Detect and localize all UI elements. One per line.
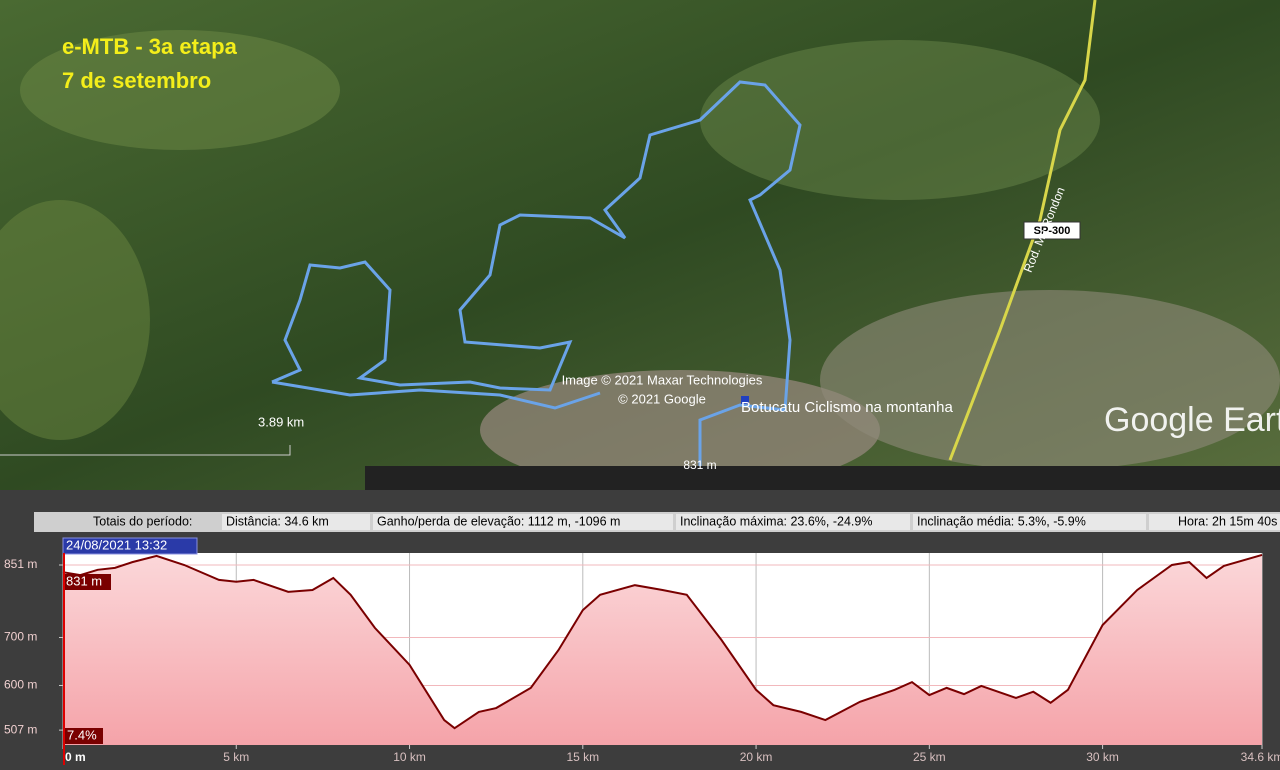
scale-bar	[0, 445, 291, 456]
elevation-line	[62, 553, 1263, 730]
cursor-slope: 7.4%	[67, 727, 97, 742]
highway	[948, 0, 1097, 461]
stat-box	[1149, 514, 1280, 530]
field	[700, 40, 1100, 200]
place-icon	[741, 396, 749, 404]
y-tick-label: 700 m	[4, 630, 37, 644]
cursor-slope-box	[63, 728, 103, 744]
map-subtitle: 7 de setembro	[62, 68, 211, 93]
stat-box	[373, 514, 673, 530]
elevation-area	[63, 554, 1262, 745]
cursor-time-box	[62, 537, 198, 555]
y-tick-label: 851 m	[4, 557, 37, 571]
route	[271, 80, 802, 470]
road-shield	[1023, 221, 1081, 240]
profile: 507 m 600 m 700 m 851 m 0 m 5 km 10 km 15 km 20 …	[4, 537, 1280, 765]
attribution: Image © 2021 Maxar Technologies	[562, 372, 763, 387]
x-tick-label: 20 km	[740, 750, 773, 764]
toolbar	[365, 466, 1280, 490]
y-tick-label: 600 m	[4, 678, 37, 692]
y-tick-label: 507 m	[4, 722, 37, 736]
stat-box	[676, 514, 910, 530]
stat: Distância: 34.6 km	[226, 514, 329, 528]
cursor-time: 24/08/2021 13:32	[66, 537, 167, 552]
stat: Inclinação máxima: 23.6%, -24.9%	[680, 514, 872, 528]
road-shield-text: SP-300	[1034, 225, 1071, 237]
field	[0, 200, 150, 440]
city	[820, 290, 1280, 470]
x-tick-label: 5 km	[223, 750, 249, 764]
stat: Hora: 2h 15m 40s	[1178, 514, 1277, 528]
x-tick-label: 30 km	[1086, 750, 1119, 764]
stats-label: Totais do período:	[93, 514, 192, 528]
cursor-elev-box	[63, 574, 111, 590]
x-tick-label: 15 km	[566, 750, 599, 764]
field	[20, 30, 340, 150]
place-label[interactable]: Botucatu Ciclismo na montanha	[741, 399, 953, 416]
cursor-elevation: 831 m	[683, 458, 716, 472]
x-tick-label: 0 m	[65, 750, 86, 764]
route	[271, 380, 601, 410]
map[interactable]: e-MTB - 3a etapa 7 de setembro SP-300 Ro…	[0, 0, 1280, 490]
cursor-elevation: 831 m	[66, 573, 102, 588]
stat: Inclinação média: 5.3%, -5.9%	[917, 514, 1086, 528]
stat-box	[222, 514, 370, 530]
logo: Google Earth	[1104, 401, 1280, 439]
x-tick-label: 10 km	[393, 750, 426, 764]
stat: Ganho/perda de elevação: 1112 m, -1096 m	[377, 514, 620, 528]
attribution: © 2021 Google	[618, 391, 706, 406]
stat-box	[913, 514, 1146, 530]
x-tick-label: 34.6 km	[1241, 750, 1280, 764]
map-title: e-MTB - 3a etapa	[62, 34, 238, 59]
scale-label: 3.89 km	[258, 414, 304, 429]
x-tick-label: 25 km	[913, 750, 946, 764]
